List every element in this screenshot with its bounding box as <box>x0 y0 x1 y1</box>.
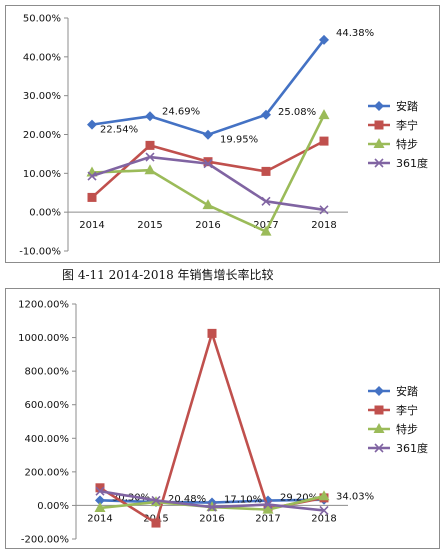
data-point <box>202 199 214 210</box>
x-tick-label: 2017 <box>255 513 280 524</box>
data-label: 17.10% <box>224 495 262 506</box>
legend-label: 特步 <box>396 137 418 151</box>
y-tick-label: -10.00% <box>19 247 61 258</box>
x-tick-label: 2015 <box>137 220 162 231</box>
x-tick-label: 2018 <box>311 220 336 231</box>
data-label: 44.38% <box>336 28 374 39</box>
y-tick-label: 800.00% <box>25 367 70 378</box>
legend-label: 361度 <box>396 156 428 170</box>
legend-label: 李宁 <box>396 403 418 417</box>
figure-caption: 图 4-11 2014-2018 年销售增长率比较 <box>62 267 274 282</box>
series-361度 <box>95 486 329 516</box>
series-安踏: 22.54% 24.69% 19.95% 25.08% 44.38% <box>87 28 374 146</box>
y-tick-label: 1000.00% <box>18 333 69 344</box>
series-361度 <box>87 152 329 215</box>
data-label: 20.48% <box>168 494 206 505</box>
y-tick-label: -200.00% <box>21 535 69 546</box>
data-label: 22.54% <box>100 125 138 136</box>
data-point <box>144 164 156 175</box>
x-tick-label: 2016 <box>195 220 220 231</box>
legend-marker <box>374 386 384 396</box>
y-tick-label: 600.00% <box>25 400 70 411</box>
y-tick-label: 400.00% <box>25 434 70 445</box>
series-特步 <box>86 109 330 236</box>
y-tick-label: 30.00% <box>23 91 61 102</box>
x-tick-label: 2018 <box>311 513 336 524</box>
chart-1: -10.00% 0.00% 10.00% 20.00% 30.00% 40.00% 50.0… <box>5 5 440 263</box>
data-point <box>261 166 271 176</box>
data-point <box>263 500 273 510</box>
data-point <box>151 518 161 528</box>
data-point <box>261 109 271 120</box>
legend-label: 安踏 <box>396 99 418 113</box>
data-point <box>95 495 105 506</box>
data-point <box>87 192 97 202</box>
data-point <box>203 159 213 169</box>
legend-marker <box>374 158 384 168</box>
y-tick-label: 40.00% <box>23 52 61 63</box>
data-point <box>145 111 155 122</box>
y-tick-label: 0.00% <box>37 501 69 512</box>
chart-frame <box>5 5 440 263</box>
legend-marker <box>374 405 384 415</box>
data-point <box>94 501 106 512</box>
chart-frame <box>5 288 440 549</box>
legend-marker <box>373 423 385 433</box>
legend-marker <box>374 101 384 111</box>
data-point <box>319 136 329 146</box>
data-point <box>319 205 329 215</box>
data-point <box>203 157 213 167</box>
y-tick-label: 10.00% <box>23 169 61 180</box>
data-label: 19.95% <box>220 135 258 146</box>
data-point <box>87 171 97 181</box>
data-point <box>262 503 274 514</box>
data-point <box>95 486 105 496</box>
data-point <box>87 119 97 130</box>
data-point <box>318 109 330 120</box>
data-point <box>145 140 155 150</box>
data-point <box>203 129 213 140</box>
data-point <box>319 34 329 45</box>
y-tick-label: 20.00% <box>23 130 61 141</box>
legend-label: 安踏 <box>396 384 418 398</box>
data-point <box>95 483 105 493</box>
y-tick-label: 1200.00% <box>18 300 69 311</box>
chart-2: -200.00% 0.00% 200.00% 400.00% 600.00% 800.00… <box>5 288 440 549</box>
legend-label: 特步 <box>396 422 418 436</box>
legend-label: 李宁 <box>396 118 418 132</box>
legend-label: 361度 <box>396 441 428 455</box>
x-tick-label: 2016 <box>199 513 224 524</box>
legend-marker <box>374 120 384 130</box>
legend-marker <box>373 138 385 148</box>
y-tick-label: 0.00% <box>29 208 61 219</box>
data-label: 29.20% <box>280 493 318 504</box>
data-point <box>318 490 330 501</box>
data-label: 25.08% <box>278 107 316 118</box>
x-tick-label: 2014 <box>87 513 112 524</box>
data-point <box>260 225 272 236</box>
data-label: 24.69% <box>162 106 200 117</box>
y-tick-label: 200.00% <box>25 467 70 478</box>
legend-marker <box>374 443 384 453</box>
y-tick-label: 50.00% <box>23 14 61 25</box>
data-point <box>145 152 155 162</box>
data-point <box>207 502 217 512</box>
data-label: 34.03% <box>336 492 374 503</box>
data-point <box>207 328 217 338</box>
data-point <box>151 495 161 505</box>
data-point <box>261 196 271 206</box>
x-tick-label: 2014 <box>79 220 104 231</box>
data-label: 30.30% <box>112 492 150 503</box>
data-point <box>319 505 329 516</box>
